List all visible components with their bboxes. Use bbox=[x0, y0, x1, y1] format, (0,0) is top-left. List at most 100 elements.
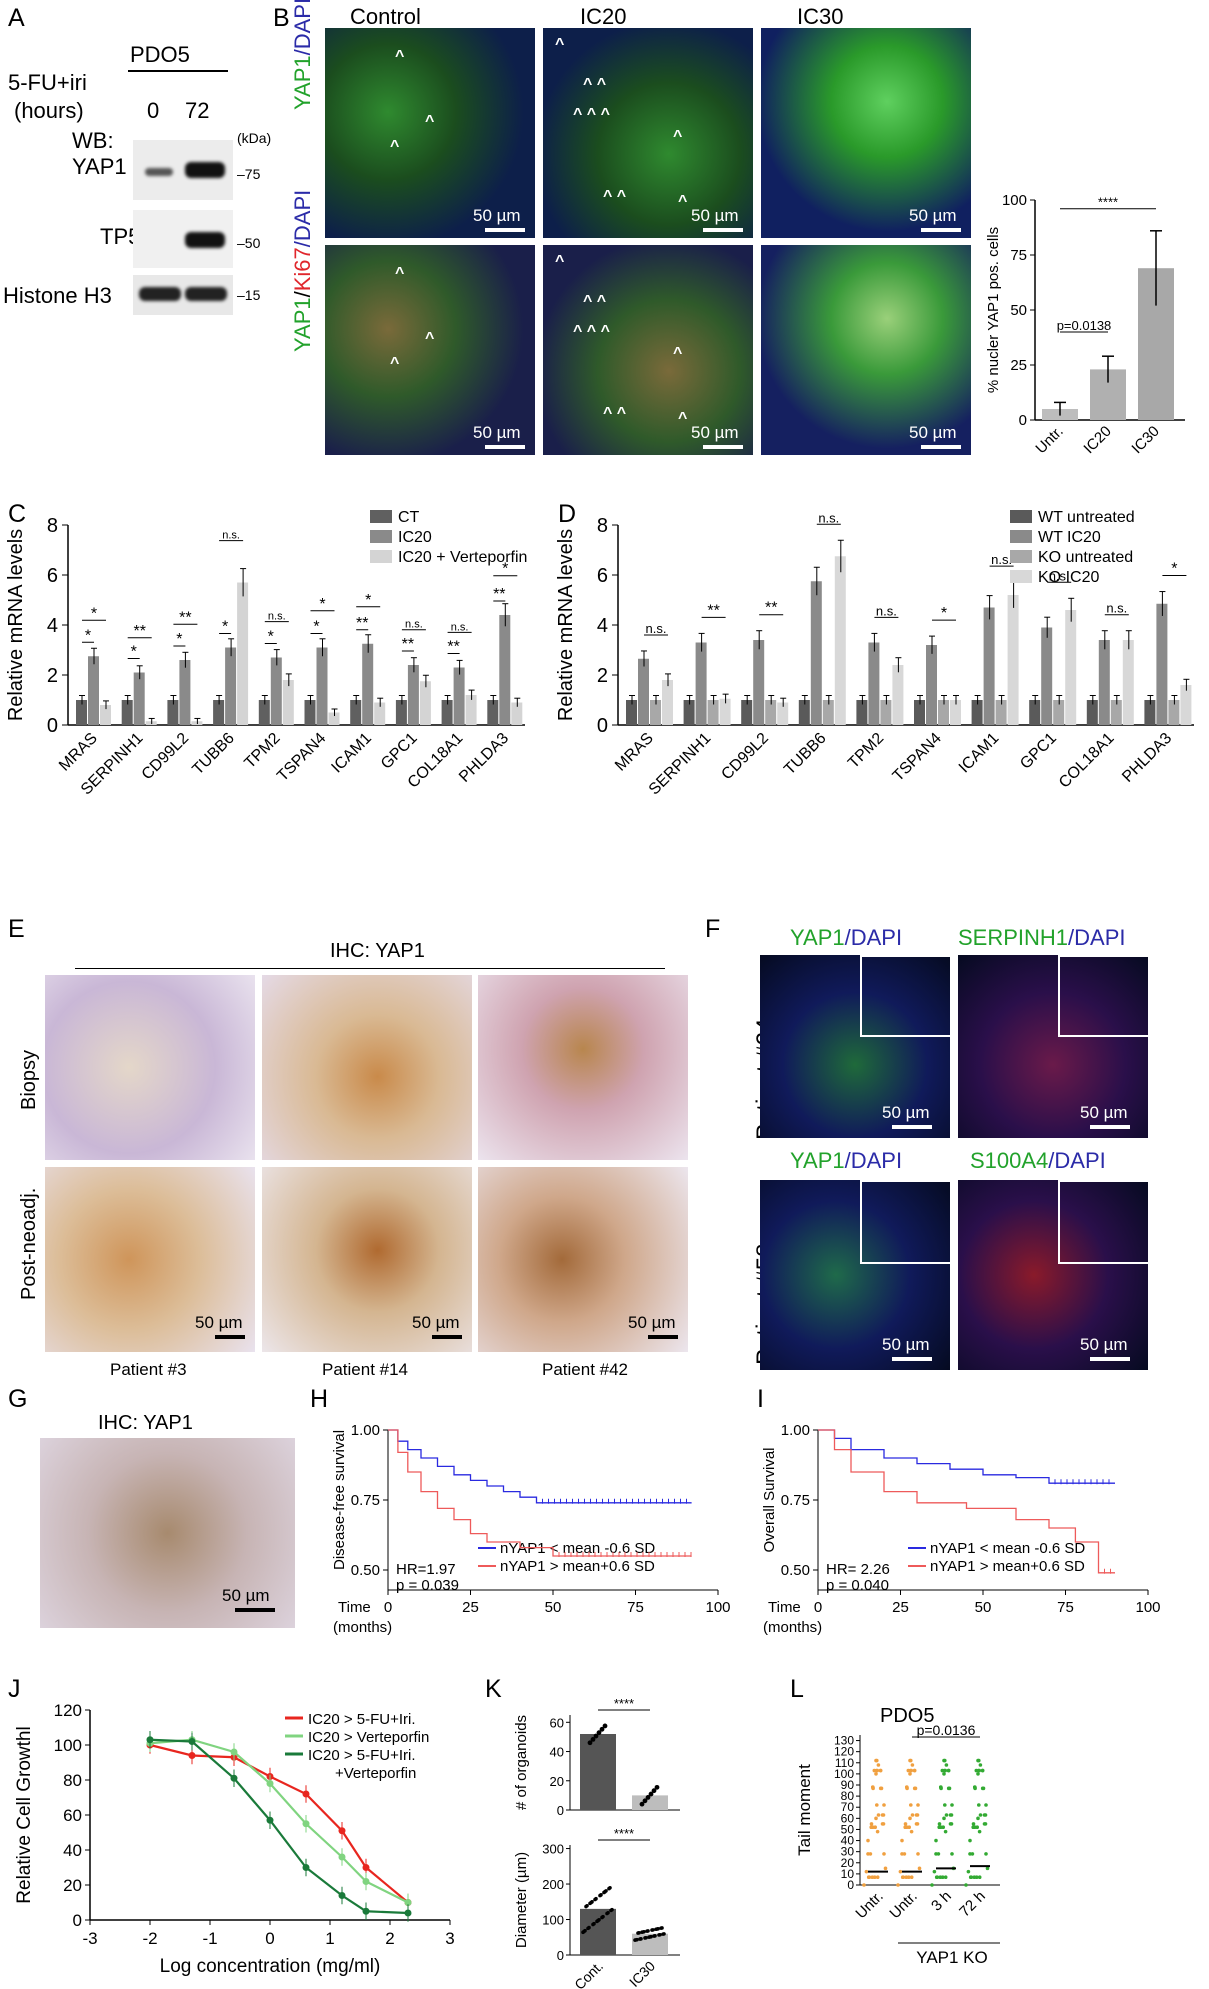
micrograph-control-yap1: ^ ^ ^ 50 µm bbox=[325, 28, 535, 238]
c-xtick-label: CD99L2 bbox=[139, 730, 193, 784]
l-point bbox=[874, 1816, 878, 1821]
d-bar bbox=[741, 700, 753, 725]
l-point bbox=[869, 1822, 874, 1826]
c-sig-text: * bbox=[268, 629, 274, 646]
time-0: 0 bbox=[147, 98, 160, 123]
j-ytick-label: 20 bbox=[63, 1876, 82, 1895]
l-point bbox=[908, 1772, 912, 1776]
j-legend-label: IC20 > 5-FU+Iri. bbox=[308, 1747, 416, 1764]
d-bar bbox=[719, 698, 731, 725]
d-bar bbox=[777, 702, 789, 725]
k-bot-point bbox=[656, 1927, 660, 1931]
d-bar bbox=[1053, 700, 1065, 725]
l-point bbox=[982, 1822, 987, 1826]
l-point bbox=[874, 1758, 878, 1763]
l-point bbox=[862, 1883, 866, 1887]
b-xtick-label: Untr. bbox=[1032, 423, 1066, 457]
l-ytick-label: 0 bbox=[847, 1878, 854, 1892]
k-bot-point bbox=[653, 1934, 657, 1938]
h-ylabel: Disease-free survival bbox=[331, 1430, 348, 1570]
c-xtick-label: TPM2 bbox=[241, 730, 283, 772]
i-ytick-label: 0.75 bbox=[781, 1492, 810, 1509]
l-point bbox=[913, 1786, 918, 1791]
c-sig-text: ** bbox=[179, 609, 191, 626]
c-legend-swatch bbox=[370, 510, 392, 523]
l-point bbox=[898, 1869, 903, 1874]
d-bar bbox=[1144, 700, 1156, 725]
d-bar bbox=[868, 642, 880, 725]
i-xtick-label: 75 bbox=[1057, 1599, 1074, 1616]
c-sig-text: * bbox=[85, 627, 91, 644]
l-point bbox=[976, 1816, 980, 1821]
l-title: PDO5 bbox=[880, 1705, 935, 1727]
d-bar bbox=[765, 700, 777, 725]
h-xlabel-2: (months) bbox=[333, 1619, 392, 1636]
c-ytick-label: 8 bbox=[47, 515, 58, 537]
e-patient-3: Patient #3 bbox=[110, 1360, 187, 1379]
d-legend-label: WT untreated bbox=[1038, 509, 1135, 526]
kda-label: (kDa) bbox=[237, 130, 272, 146]
e-header: IHC: YAP1 bbox=[330, 940, 425, 962]
b-ytick-label: 0 bbox=[1019, 412, 1027, 429]
k-top-point bbox=[596, 1730, 602, 1736]
l-point bbox=[977, 1803, 981, 1807]
d-ytick-label: 4 bbox=[597, 615, 608, 637]
d-bar bbox=[971, 700, 983, 725]
b-ylabel: % nucler YAP1 pos. cells bbox=[985, 227, 1002, 393]
k-bot-point bbox=[599, 1893, 603, 1897]
chart-h-dfs: 0.50 0.75 1.00 0 25 50 75 100 Disease-free survi… bbox=[331, 1422, 730, 1636]
h-km-line bbox=[388, 1429, 692, 1504]
j-xtick-label: 2 bbox=[385, 1929, 394, 1948]
k-top-point bbox=[599, 1726, 605, 1732]
c-sig-text: * bbox=[222, 619, 228, 636]
h-xtick-label: 0 bbox=[384, 1599, 392, 1616]
c-sig-text: ** bbox=[493, 586, 505, 603]
l-point bbox=[972, 1875, 977, 1880]
l-point bbox=[878, 1768, 883, 1773]
d-sig-text: n.s. bbox=[876, 603, 897, 618]
d-ytick-label: 8 bbox=[597, 515, 608, 537]
l-point bbox=[875, 1875, 880, 1880]
l-point bbox=[876, 1813, 881, 1817]
k-bot-point bbox=[590, 1900, 594, 1904]
i-p: p = 0.040 bbox=[826, 1577, 889, 1594]
blot-tp53 bbox=[133, 210, 233, 268]
micrograph-ic20-ki67: ^ ^ ^ ^ ^ ^ ^ ^ ^ ^ 50 µm bbox=[543, 245, 753, 455]
wb-label: WB: bbox=[72, 128, 114, 153]
l-point bbox=[985, 1866, 990, 1871]
l-point bbox=[904, 1875, 909, 1880]
c-bar bbox=[465, 695, 477, 725]
c-xtick-label: TSPAN4 bbox=[274, 730, 329, 785]
l-point bbox=[980, 1768, 985, 1773]
c-bar bbox=[419, 681, 431, 725]
c-sig-text: * bbox=[176, 631, 182, 648]
i-km-line bbox=[818, 1429, 1115, 1484]
blot-h3 bbox=[133, 275, 233, 315]
l-point bbox=[968, 1875, 973, 1880]
chart-k-organoids: 0 20 40 60 # of organoids **** 0 100 200 300 Cont.… bbox=[513, 1696, 680, 1989]
ihc-post-p14: 50 µm bbox=[262, 1167, 472, 1352]
l-point bbox=[984, 1852, 988, 1856]
d-xtick-label: TPM2 bbox=[845, 730, 887, 772]
c-xtick-label: PHLDA3 bbox=[456, 730, 512, 786]
j-xtick-label: -3 bbox=[82, 1929, 97, 1948]
d-sig-text: * bbox=[1171, 561, 1177, 578]
j-ytick-label: 100 bbox=[54, 1736, 82, 1755]
chart-d-mrna: 0 2 4 6 8 Relative mRNA levels MRAS n.s. SERPINH… bbox=[555, 509, 1194, 798]
d-xtick-label: PHLDA3 bbox=[1119, 730, 1175, 786]
k-bot-point bbox=[594, 1896, 598, 1901]
ihc-biopsy-p3 bbox=[45, 975, 255, 1160]
sample-underline bbox=[128, 70, 228, 72]
j-xtick-label: 0 bbox=[265, 1929, 274, 1948]
l-point bbox=[942, 1772, 946, 1776]
l-point bbox=[944, 1763, 949, 1767]
b-xtick-label: IC20 bbox=[1080, 423, 1114, 457]
h-xtick-label: 100 bbox=[705, 1599, 730, 1616]
chart-b-nuclear-yap1: 0 25 50 75 100 Untr. IC20 IC30 % nucler YAP1 pos… bbox=[985, 192, 1185, 457]
d-xtick-label: CD99L2 bbox=[718, 730, 772, 784]
l-point bbox=[917, 1866, 922, 1871]
i-ytick-label: 0.50 bbox=[781, 1562, 810, 1579]
c-legend-label: IC20 bbox=[398, 529, 432, 546]
l-ytick-label: 100 bbox=[834, 1767, 854, 1781]
f-row1-left-label: YAP1/DAPI bbox=[790, 925, 903, 950]
